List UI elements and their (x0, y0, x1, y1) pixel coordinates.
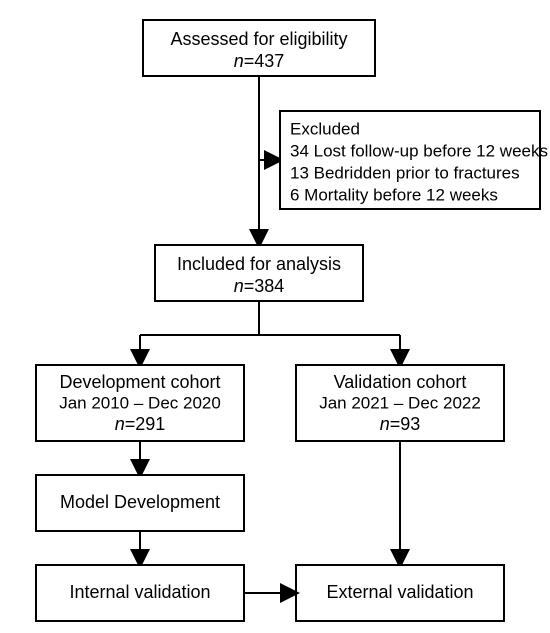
internal-val-title: Internal validation (69, 582, 210, 602)
development-n: n=291 (115, 414, 166, 434)
excluded-title: Excluded (290, 119, 360, 138)
included-title: Included for analysis (177, 254, 341, 274)
external-val-title: External validation (326, 582, 473, 602)
excluded-line4: 6 Mortality before 12 weeks (290, 185, 498, 204)
node-model-dev: Model Development (36, 475, 244, 531)
validation-n: n=93 (380, 414, 421, 434)
development-dates: Jan 2010 – Dec 2020 (59, 393, 221, 412)
flowchart: Assessed for eligibility n=437 Excluded … (0, 0, 550, 633)
excluded-line2: 34 Lost follow-up before 12 weeks (290, 141, 548, 160)
validation-dates: Jan 2021 – Dec 2022 (319, 393, 481, 412)
node-excluded: Excluded 34 Lost follow-up before 12 wee… (280, 111, 548, 209)
node-development: Development cohort Jan 2010 – Dec 2020 n… (36, 365, 244, 441)
eligibility-n: n=437 (234, 51, 285, 71)
model-dev-title: Model Development (60, 492, 220, 512)
eligibility-title: Assessed for eligibility (170, 29, 347, 49)
included-n: n=384 (234, 276, 285, 296)
validation-title: Validation cohort (334, 372, 467, 392)
node-external-validation: External validation (296, 565, 504, 621)
node-validation: Validation cohort Jan 2021 – Dec 2022 n=… (296, 365, 504, 441)
development-title: Development cohort (59, 372, 220, 392)
node-internal-validation: Internal validation (36, 565, 244, 621)
node-eligibility: Assessed for eligibility n=437 (143, 20, 375, 76)
node-included: Included for analysis n=384 (155, 245, 363, 301)
excluded-line3: 13 Bedridden prior to fractures (290, 163, 520, 182)
edge-split (140, 301, 400, 365)
